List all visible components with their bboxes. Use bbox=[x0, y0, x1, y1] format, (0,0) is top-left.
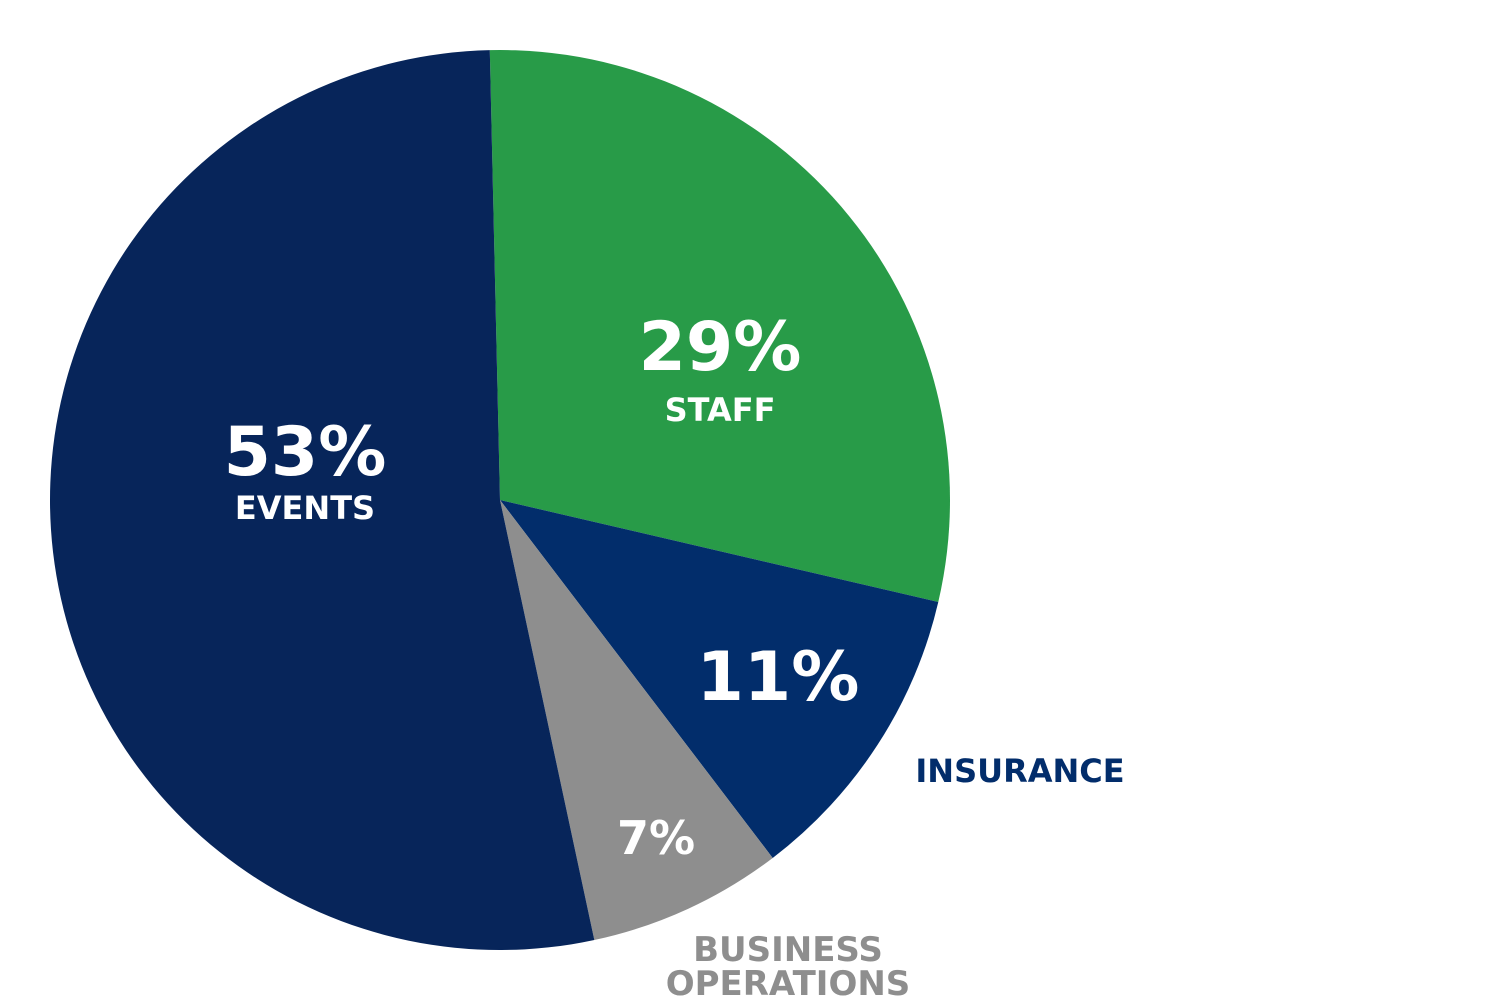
category-label: EVENTS bbox=[234, 489, 376, 527]
value-label: 29% bbox=[638, 308, 802, 387]
pie-slice bbox=[500, 500, 939, 858]
value-label: 53% bbox=[223, 413, 387, 492]
category-label: STAFF bbox=[664, 391, 776, 429]
pie-slice bbox=[49, 50, 595, 950]
pie-slice bbox=[500, 500, 773, 941]
pie-slice bbox=[489, 50, 951, 602]
category-label: BUSINESS OPERATIONS bbox=[665, 930, 911, 1000]
value-label: 11% bbox=[696, 638, 860, 717]
value-label: 7% bbox=[616, 811, 696, 865]
category-label: INSURANCE bbox=[915, 752, 1125, 790]
